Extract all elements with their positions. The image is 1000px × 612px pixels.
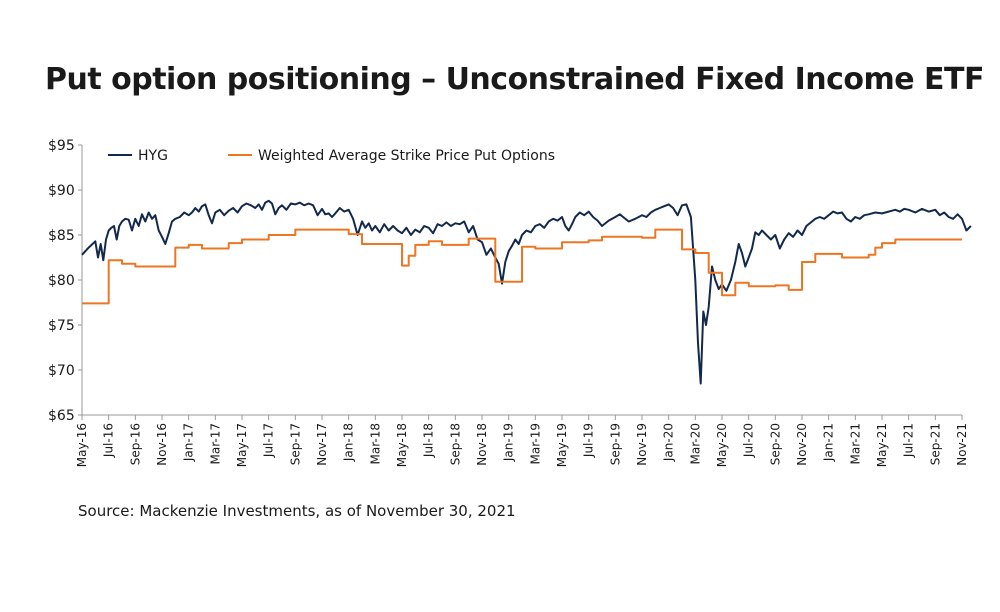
x-tick-label: May-17	[235, 423, 249, 467]
x-tick-label: May-20	[715, 423, 729, 467]
x-tick-label: Jul-17	[262, 423, 276, 458]
x-tick-label: Mar-17	[208, 423, 222, 464]
x-tick-label: Nov-20	[795, 423, 809, 466]
x-tick-label: Mar-19	[528, 423, 542, 464]
series-line-0	[81, 199, 972, 385]
x-tick-label: Jul-18	[422, 423, 436, 458]
x-tick-label: Jul-20	[742, 423, 756, 458]
legend-label: Weighted Average Strike Price Put Option…	[258, 148, 555, 164]
chart-title: Put option positioning – Unconstrained F…	[45, 62, 985, 97]
x-tick-label: Jan-20	[662, 423, 676, 462]
x-tick-label: Sep-18	[448, 423, 462, 465]
y-tick-label: $65	[48, 408, 75, 424]
x-tick-label: Nov-17	[315, 423, 329, 466]
y-tick-label: $70	[48, 363, 75, 379]
y-tick-label: $75	[48, 318, 75, 334]
x-tick-label: May-16	[75, 423, 89, 467]
x-tick-label: Jan-19	[502, 423, 516, 462]
x-tick-label: Nov-21	[955, 423, 969, 466]
x-tick-label: Nov-19	[635, 423, 649, 466]
x-tick-label: Jul-16	[102, 423, 116, 458]
x-tick-label: Jan-21	[822, 423, 836, 462]
legend: HYG Weighted Average Strike Price Put Opt…	[108, 148, 555, 164]
x-tick-label: May-21	[875, 423, 889, 467]
x-tick-label: Sep-20	[768, 423, 782, 465]
x-tick-label: Jan-17	[182, 423, 196, 462]
series-layer	[81, 199, 972, 385]
x-tick-label: May-18	[395, 423, 409, 467]
x-tick-label: Jul-19	[582, 423, 596, 458]
x-tick-label: May-19	[555, 423, 569, 467]
y-tick-label: $80	[48, 273, 75, 289]
x-tick-label: Jul-21	[902, 423, 916, 458]
legend-label: HYG	[138, 148, 168, 164]
x-tick-label: Mar-18	[368, 423, 382, 464]
x-tick-label: Mar-20	[688, 423, 702, 464]
x-tick-label: Mar-21	[848, 423, 862, 464]
y-tick-label: $85	[48, 228, 75, 244]
y-tick-label: $95	[48, 138, 75, 154]
x-tick-label: Sep-16	[128, 423, 142, 465]
source-note: Source: Mackenzie Investments, as of Nov…	[78, 502, 516, 520]
x-tick-label: Nov-18	[475, 423, 489, 466]
x-tick-label: Jan-18	[342, 423, 356, 462]
x-tick-label: Nov-16	[155, 423, 169, 466]
x-tick-label: Sep-21	[928, 423, 942, 465]
y-tick-label: $90	[48, 183, 75, 199]
x-tick-label: Sep-17	[288, 423, 302, 465]
x-tick-label: Sep-19	[608, 423, 622, 465]
series-line-1	[82, 228, 962, 305]
